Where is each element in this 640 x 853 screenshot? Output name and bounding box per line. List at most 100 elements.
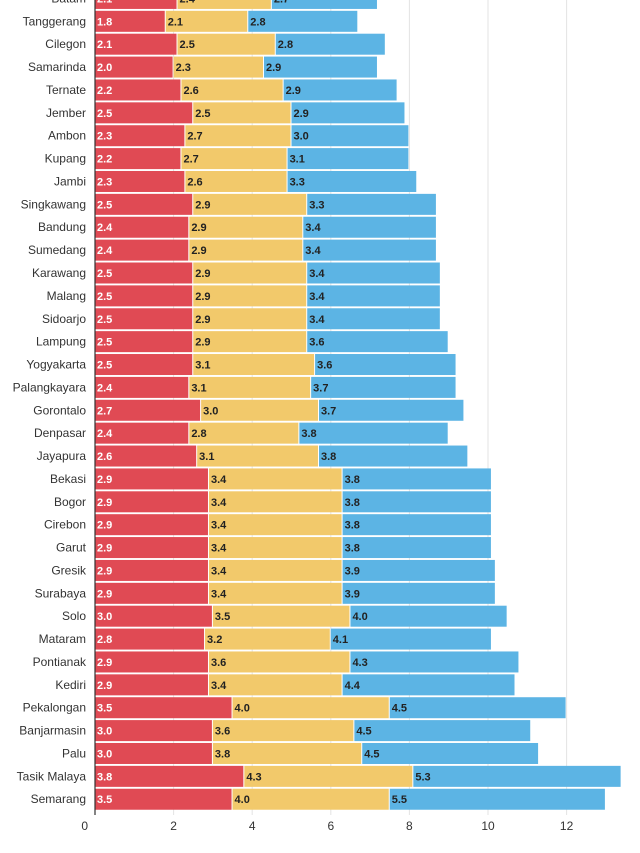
data-label: 2.9 [191, 222, 206, 234]
bar-segment [232, 788, 389, 810]
data-label: 2.4 [97, 428, 113, 440]
bar-segment [95, 742, 212, 764]
bar-segment [95, 788, 232, 810]
category-labels: Batam Tanggerang Cilegon Samarinda Ternate Je… [13, 0, 87, 806]
bar-segment [95, 468, 208, 490]
bar-segment [95, 170, 185, 192]
data-label: 2.5 [180, 39, 195, 51]
bar-segment [189, 376, 311, 398]
data-label: 3.6 [317, 360, 332, 372]
category-label: Denpasar [34, 426, 86, 440]
category-label: Batam [51, 0, 86, 5]
bar-segment [95, 331, 193, 353]
data-label: 3.8 [345, 520, 360, 532]
data-label: 4.3 [246, 771, 261, 783]
bar-segment [208, 674, 342, 696]
bar-segment [319, 445, 468, 467]
bar-segment [208, 468, 342, 490]
bar-segment [350, 605, 507, 627]
data-label: 5.5 [392, 794, 407, 806]
category-label: Karawang [32, 266, 86, 280]
category-label: Palu [62, 746, 86, 760]
data-label: 3.8 [321, 451, 336, 463]
bar-segment [95, 0, 177, 9]
data-label: 4.1 [333, 634, 348, 646]
data-label: 2.7 [97, 405, 112, 417]
category-label: Semarang [31, 792, 86, 806]
data-label: 2.6 [187, 176, 202, 188]
bar-segment [248, 10, 358, 32]
category-label: Banjarmasin [19, 724, 86, 738]
bar-segment [95, 33, 177, 55]
category-label: Tanggerang [23, 14, 86, 28]
bar-segment [95, 445, 197, 467]
data-label: 3.3 [290, 176, 305, 188]
category-label: Pontianak [33, 655, 87, 669]
data-label: 3.1 [191, 382, 206, 394]
bar-segment [95, 239, 189, 261]
x-tick-label: 0 [81, 819, 88, 833]
bar-segment [208, 514, 342, 536]
data-label: 3.8 [97, 771, 112, 783]
bar-segment [95, 308, 193, 330]
bar-segment [193, 285, 307, 307]
bar-segment [307, 285, 440, 307]
bar-segment [95, 651, 208, 673]
data-label: 3.4 [309, 268, 325, 280]
bar-segment [307, 193, 436, 215]
data-label: 3.4 [211, 520, 227, 532]
bar-segment [95, 720, 212, 742]
bar-segment [283, 79, 397, 101]
bar-segment [95, 125, 185, 147]
bar-segment [319, 399, 464, 421]
data-label: 2.5 [97, 291, 112, 303]
data-label: 2.5 [195, 108, 210, 120]
data-label: 3.0 [294, 131, 309, 143]
bar-segment [307, 331, 448, 353]
bar-segment [165, 10, 248, 32]
data-label: 3.8 [345, 497, 360, 509]
bar-segment [95, 605, 212, 627]
category-label: Jember [46, 106, 86, 120]
data-label: 2.9 [266, 62, 281, 74]
bar-segment [275, 33, 385, 55]
data-label: 2.9 [97, 497, 112, 509]
data-label: 2.8 [250, 16, 265, 28]
bar-segment [307, 308, 440, 330]
bar-segment [95, 514, 208, 536]
data-label: 5.3 [415, 771, 430, 783]
category-label: Ternate [46, 83, 86, 97]
bar-segment [189, 422, 299, 444]
bar-segment [350, 651, 519, 673]
data-label: 3.4 [211, 565, 227, 577]
bar-segment [354, 720, 531, 742]
bar-segment [95, 399, 201, 421]
category-label: Surabaya [35, 586, 87, 600]
data-label: 2.2 [97, 154, 112, 166]
bar-segment [303, 216, 436, 238]
bar-segment [95, 376, 189, 398]
data-label: 2.4 [97, 222, 113, 234]
category-label: Lampung [36, 335, 86, 349]
bar-segment [212, 605, 350, 627]
bar-segment [185, 170, 287, 192]
data-label: 2.8 [278, 39, 293, 51]
category-label: Samarinda [28, 60, 86, 74]
bar-segment [342, 514, 491, 536]
bar-segment [193, 193, 307, 215]
data-label: 2.9 [97, 520, 112, 532]
bar-segment [95, 559, 208, 581]
category-label: Kediri [55, 678, 86, 692]
bars [95, 0, 621, 810]
data-label: 3.7 [321, 405, 336, 417]
bar-segment [95, 79, 181, 101]
category-label: Kupang [45, 152, 86, 166]
data-label: 2.1 [168, 16, 183, 28]
data-label: 3.0 [97, 748, 112, 760]
bar-segment [193, 308, 307, 330]
data-label: 3.4 [309, 314, 325, 326]
data-label: 2.9 [294, 108, 309, 120]
bar-segment [95, 354, 193, 376]
data-label: 3.4 [211, 543, 227, 555]
bar-segment [189, 239, 303, 261]
